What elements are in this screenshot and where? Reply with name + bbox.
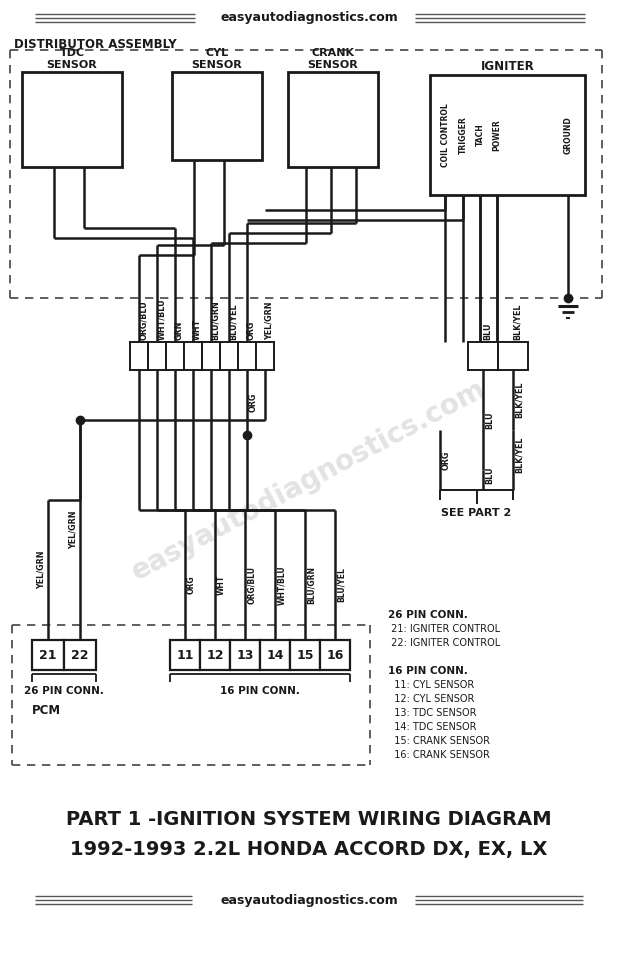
Text: 22: IGNITER CONTROL: 22: IGNITER CONTROL <box>388 638 500 648</box>
Text: BLU: BLU <box>485 466 494 484</box>
Text: IGNITER: IGNITER <box>481 60 535 73</box>
Text: CRANK
SENSOR: CRANK SENSOR <box>308 48 358 70</box>
Text: easyautodiagnostics.com: easyautodiagnostics.com <box>220 894 398 906</box>
Bar <box>498 342 528 370</box>
Text: BLU/YEL: BLU/YEL <box>229 304 238 340</box>
Bar <box>166 342 184 370</box>
Bar <box>288 72 378 167</box>
Text: YEL/GRN: YEL/GRN <box>69 511 78 549</box>
Text: SEE PART 2: SEE PART 2 <box>441 508 512 518</box>
Bar <box>202 342 220 370</box>
Text: ORG/BLU: ORG/BLU <box>139 300 148 340</box>
Bar <box>238 342 256 370</box>
Text: TDC
SENSOR: TDC SENSOR <box>46 48 98 70</box>
Bar <box>290 640 320 670</box>
Text: 14: TDC SENSOR: 14: TDC SENSOR <box>388 722 476 732</box>
Text: PART 1 -IGNITION SYSTEM WIRING DIAGRAM: PART 1 -IGNITION SYSTEM WIRING DIAGRAM <box>66 810 552 829</box>
Text: 1992-1993 2.2L HONDA ACCORD DX, EX, LX: 1992-1993 2.2L HONDA ACCORD DX, EX, LX <box>70 840 548 859</box>
Text: 13: TDC SENSOR: 13: TDC SENSOR <box>388 708 476 718</box>
Text: GRN: GRN <box>175 320 184 340</box>
Bar <box>468 342 498 370</box>
Text: BLU: BLU <box>483 322 492 340</box>
Text: WHT: WHT <box>193 318 202 340</box>
Text: YEL/GRN: YEL/GRN <box>37 551 46 589</box>
Bar <box>130 342 148 370</box>
Bar <box>320 640 350 670</box>
Text: ORG: ORG <box>249 392 258 412</box>
Text: 21: IGNITER CONTROL: 21: IGNITER CONTROL <box>388 624 500 634</box>
Text: TRIGGER: TRIGGER <box>459 116 467 154</box>
Text: BLK/YEL: BLK/YEL <box>515 382 524 418</box>
Text: 12: CYL SENSOR: 12: CYL SENSOR <box>388 694 475 704</box>
Bar <box>260 640 290 670</box>
Text: DISTRIBUTOR ASSEMBLY: DISTRIBUTOR ASSEMBLY <box>14 38 177 51</box>
Text: BLU/GRN: BLU/GRN <box>211 300 220 340</box>
Text: 11: CYL SENSOR: 11: CYL SENSOR <box>388 680 474 690</box>
Text: COIL CONTROL: COIL CONTROL <box>441 103 449 167</box>
Text: POWER: POWER <box>493 120 501 151</box>
Text: BLK/YEL: BLK/YEL <box>515 437 524 473</box>
Text: 16: CRANK SENSOR: 16: CRANK SENSOR <box>388 750 490 760</box>
Text: easyautodiagnostics.com: easyautodiagnostics.com <box>220 12 398 24</box>
Text: 16 PIN CONN.: 16 PIN CONN. <box>220 686 300 696</box>
Text: TACH: TACH <box>475 123 485 146</box>
Bar <box>170 640 200 670</box>
Text: 15: 15 <box>296 649 314 662</box>
Text: ORG: ORG <box>187 575 196 594</box>
Bar <box>22 72 122 167</box>
Bar <box>230 640 260 670</box>
Text: 22: 22 <box>71 649 89 662</box>
Bar <box>148 342 166 370</box>
Text: BLU: BLU <box>485 412 494 429</box>
Text: YEL/GRN: YEL/GRN <box>265 302 274 340</box>
Text: 16: 16 <box>326 649 344 662</box>
Text: PCM: PCM <box>32 704 61 717</box>
Text: 26 PIN CONN.: 26 PIN CONN. <box>24 686 104 696</box>
Text: 11: 11 <box>176 649 194 662</box>
Text: BLU/GRN: BLU/GRN <box>307 566 316 604</box>
Bar <box>220 342 238 370</box>
Text: 12: 12 <box>206 649 224 662</box>
Text: 14: 14 <box>266 649 284 662</box>
Bar <box>184 342 202 370</box>
Text: 15: CRANK SENSOR: 15: CRANK SENSOR <box>388 736 490 746</box>
Text: ORG: ORG <box>247 320 256 340</box>
Bar <box>256 342 274 370</box>
Text: 16 PIN CONN.: 16 PIN CONN. <box>388 666 468 676</box>
Bar <box>32 640 64 670</box>
Text: ORG: ORG <box>442 451 451 469</box>
Text: BLK/YEL: BLK/YEL <box>513 304 522 340</box>
Text: easyautodiagnostics.com: easyautodiagnostics.com <box>127 374 491 586</box>
Text: GROUND: GROUND <box>564 116 572 154</box>
Text: BLU/YEL: BLU/YEL <box>337 567 346 603</box>
Bar <box>172 72 262 160</box>
Bar <box>64 640 96 670</box>
Text: WHT: WHT <box>217 575 226 595</box>
Text: 13: 13 <box>236 649 253 662</box>
Bar <box>200 640 230 670</box>
Text: ORG/BLU: ORG/BLU <box>247 566 256 604</box>
Text: WHT/BLU: WHT/BLU <box>157 298 166 340</box>
Text: 21: 21 <box>40 649 57 662</box>
Text: 26 PIN CONN.: 26 PIN CONN. <box>388 610 468 620</box>
Bar <box>430 75 585 195</box>
Text: CYL
SENSOR: CYL SENSOR <box>192 48 242 70</box>
Text: WHT/BLU: WHT/BLU <box>277 565 286 605</box>
